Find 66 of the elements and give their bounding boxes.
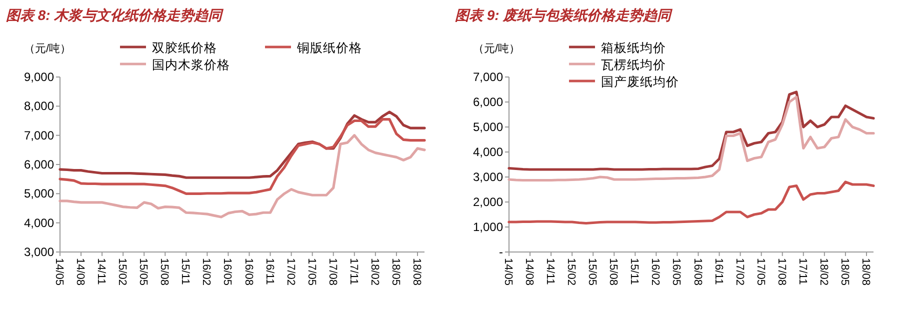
y-axis-title: （元/吨） [472,42,520,55]
x-tick-label: 15/05 [586,258,598,286]
y-tick-label: 7,000 [472,70,503,84]
y-tick-label: 6,000 [24,158,54,172]
x-tick-label: 14/05 [502,258,514,286]
legend-label: 国产废纸均价 [600,75,678,89]
x-tick-label: 16/02 [648,258,661,286]
x-tick-label: 17/05 [305,258,318,286]
x-tick-label: 16/08 [242,258,254,286]
y-tick-label: 7,000 [24,128,54,142]
x-tick-label: 17/08 [774,258,787,286]
y-tick-label: 4,000 [472,145,503,159]
legend-label: 瓦楞纸均价 [600,58,666,72]
line-series [507,96,874,182]
x-tick-label: 17/05 [754,258,766,286]
y-tick-label: 3,000 [472,170,503,184]
x-tick-label: 15/08 [606,258,619,286]
chart-title: 图表 8: 木浆与文化纸价格走势趋同 [6,7,224,23]
x-tick-label: 18/08 [858,258,871,286]
legend-label: 铜版纸价格 [296,41,362,55]
x-tick-label: 15/11 [179,258,192,285]
y-tick-label: 5,000 [472,120,503,134]
y-tick-label: 4,000 [24,216,54,230]
x-tick-label: 14/08 [74,258,86,286]
x-tick-label: 17/08 [326,258,338,286]
x-tick-label: 14/11 [544,258,556,285]
x-tick-label: 17/02 [284,258,296,286]
y-axis-title: （元/吨） [24,42,72,55]
x-tick-label: 16/05 [670,258,682,286]
line-series [58,134,426,218]
x-tick-label: 15/02 [564,258,577,286]
y-tick-label: 8,000 [24,99,54,114]
x-tick-label: 17/11 [347,258,360,285]
y-tick-label: - [498,245,502,259]
x-tick-label: 18/05 [389,258,402,286]
line-series [507,90,874,171]
x-tick-label: 15/05 [137,258,150,286]
legend-label: 国内木浆价格 [152,58,230,72]
y-tick-label: 1,000 [472,220,503,234]
line-series [58,118,426,195]
y-tick-label: 2,000 [472,195,503,209]
y-tick-label: 5,000 [24,186,54,201]
x-tick-label: 14/11 [95,258,108,285]
x-tick-label: 14/08 [522,258,535,286]
line-series [507,180,874,225]
x-tick-label: 17/02 [732,258,745,286]
y-tick-label: 3,000 [24,245,54,259]
y-tick-label: 9,000 [24,70,54,84]
x-tick-label: 16/02 [200,258,212,286]
x-tick-label: 18/02 [368,258,380,286]
x-tick-label: 18/05 [838,258,850,286]
x-tick-label: 15/11 [628,258,640,285]
legend-label: 箱板纸均价 [600,41,666,55]
x-tick-label: 16/05 [221,258,234,286]
x-tick-label: 16/11 [263,258,276,285]
x-tick-label: 18/08 [410,258,422,286]
legend-label: 双胶纸价格 [152,41,217,55]
x-tick-label: 18/02 [816,258,829,286]
x-tick-label: 17/11 [796,258,808,285]
x-tick-label: 14/05 [53,258,65,286]
x-tick-label: 15/08 [158,258,170,286]
x-tick-label: 16/08 [690,258,703,286]
x-tick-label: 16/11 [712,258,724,285]
x-tick-label: 15/02 [116,258,128,286]
chart-title: 图表 9: 废纸与包装纸价格走势趋同 [454,7,673,23]
y-tick-label: 6,000 [472,95,503,109]
